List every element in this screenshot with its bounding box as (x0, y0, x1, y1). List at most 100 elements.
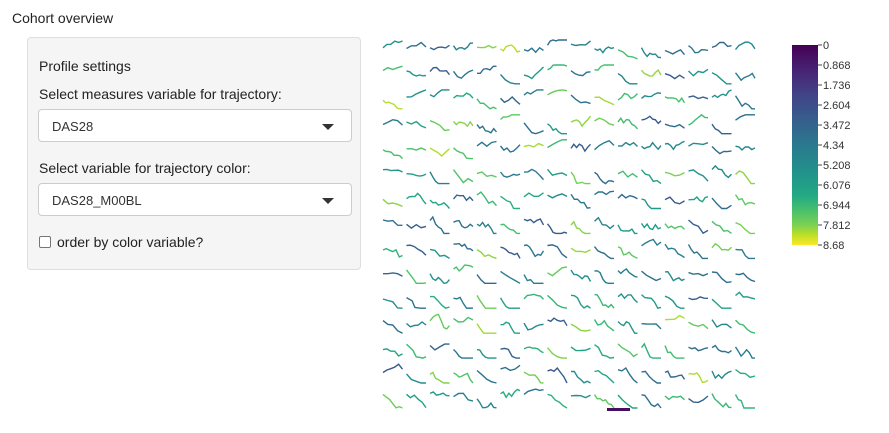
trajectory-line[interactable] (429, 371, 450, 384)
trajectory-line[interactable] (617, 116, 639, 130)
trajectory-line[interactable] (499, 144, 521, 153)
trajectory-line[interactable] (617, 92, 638, 101)
trajectory-line[interactable] (476, 295, 497, 309)
trajectory-line[interactable] (664, 96, 686, 104)
trajectory-line[interactable] (546, 168, 568, 177)
trajectory-line[interactable] (711, 344, 732, 354)
trajectory-plot[interactable] (381, 37, 757, 411)
trajectory-line[interactable] (734, 95, 756, 110)
trajectory-line[interactable] (641, 270, 662, 282)
trajectory-line[interactable] (711, 72, 732, 85)
trajectory-line[interactable] (476, 171, 497, 178)
trajectory-line[interactable] (735, 114, 756, 121)
trajectory-line[interactable] (593, 246, 615, 260)
trajectory-line[interactable] (594, 139, 615, 151)
trajectory-line[interactable] (476, 140, 497, 148)
trajectory-line[interactable] (607, 408, 630, 411)
trajectory-line[interactable] (664, 243, 685, 259)
trajectory-line[interactable] (640, 342, 662, 359)
trajectory-line[interactable] (547, 123, 568, 135)
trajectory-line[interactable] (664, 395, 685, 401)
trajectory-line[interactable] (406, 147, 427, 151)
trajectory-line[interactable] (711, 298, 732, 309)
trajectory-line[interactable] (500, 388, 521, 399)
trajectory-line[interactable] (641, 323, 662, 330)
trajectory-line[interactable] (453, 219, 474, 229)
trajectory-line[interactable] (617, 246, 638, 259)
trajectory-line[interactable] (664, 123, 685, 129)
trajectory-line[interactable] (500, 347, 521, 359)
trajectory-line[interactable] (546, 223, 568, 235)
trajectory-line[interactable] (429, 44, 450, 51)
trajectory-line[interactable] (594, 171, 615, 185)
trajectory-line[interactable] (476, 349, 497, 359)
trajectory-line[interactable] (547, 89, 568, 96)
trajectory-line[interactable] (523, 122, 544, 135)
trajectory-line[interactable] (523, 192, 544, 198)
trajectory-line[interactable] (617, 193, 638, 200)
trajectory-line[interactable] (617, 292, 638, 304)
trajectory-line[interactable] (570, 70, 591, 77)
trajectory-line[interactable] (523, 46, 544, 54)
trajectory-line[interactable] (452, 169, 474, 184)
trajectory-line[interactable] (382, 149, 404, 160)
trajectory-line[interactable] (570, 294, 591, 309)
trajectory-line[interactable] (406, 41, 427, 50)
trajectory-line[interactable] (594, 344, 615, 359)
trajectory-line[interactable] (523, 346, 544, 354)
trajectory-line[interactable] (688, 321, 709, 330)
trajectory-line[interactable] (453, 264, 474, 272)
measures-variable-select[interactable]: DAS28 (38, 109, 352, 142)
trajectory-line[interactable] (734, 72, 756, 82)
trajectory-line[interactable] (546, 39, 568, 46)
trajectory-line[interactable] (735, 221, 756, 235)
trajectory-line[interactable] (711, 197, 732, 210)
trajectory-line[interactable] (617, 170, 638, 178)
trajectory-line[interactable] (382, 348, 403, 357)
trajectory-line[interactable] (570, 370, 591, 384)
trajectory-line[interactable] (594, 369, 615, 384)
trajectory-line[interactable] (476, 398, 497, 409)
trajectory-line[interactable] (711, 220, 732, 234)
trajectory-line[interactable] (734, 194, 756, 206)
trajectory-line[interactable] (570, 40, 591, 47)
trajectory-line[interactable] (499, 74, 521, 85)
trajectory-line[interactable] (500, 246, 521, 259)
trajectory-line[interactable] (476, 44, 497, 49)
trajectory-line[interactable] (664, 73, 685, 80)
trajectory-line[interactable] (547, 393, 568, 409)
trajectory-line[interactable] (734, 41, 756, 51)
trajectory-line[interactable] (617, 224, 638, 235)
trajectory-line[interactable] (382, 40, 403, 49)
trajectory-line[interactable] (688, 142, 709, 147)
trajectory-line[interactable] (711, 319, 732, 329)
trajectory-line[interactable] (382, 65, 403, 72)
trajectory-line[interactable] (735, 368, 756, 379)
trajectory-line[interactable] (382, 168, 403, 173)
trajectory-line[interactable] (476, 274, 497, 285)
trajectory-line[interactable] (570, 323, 591, 332)
trajectory-line[interactable] (617, 366, 638, 384)
trajectory-line[interactable] (452, 120, 474, 128)
trajectory-line[interactable] (429, 147, 450, 157)
trajectory-line[interactable] (593, 319, 615, 332)
trajectory-line[interactable] (382, 320, 403, 334)
trajectory-line[interactable] (523, 168, 545, 181)
trajectory-line[interactable] (547, 367, 568, 384)
trajectory-line[interactable] (594, 117, 615, 126)
trajectory-line[interactable] (593, 394, 615, 409)
trajectory-line[interactable] (594, 64, 615, 71)
trajectory-line[interactable] (382, 99, 403, 110)
trajectory-line[interactable] (476, 124, 498, 134)
trajectory-line[interactable] (688, 195, 709, 203)
trajectory-line[interactable] (453, 147, 474, 160)
trajectory-line[interactable] (664, 295, 685, 309)
trajectory-line[interactable] (688, 169, 709, 182)
trajectory-line[interactable] (429, 89, 450, 98)
trajectory-line[interactable] (594, 46, 615, 54)
trajectory-line[interactable] (476, 369, 497, 384)
trajectory-line[interactable] (570, 247, 591, 254)
trajectory-line[interactable] (523, 218, 545, 226)
trajectory-line[interactable] (523, 371, 544, 384)
trajectory-line[interactable] (523, 66, 544, 80)
